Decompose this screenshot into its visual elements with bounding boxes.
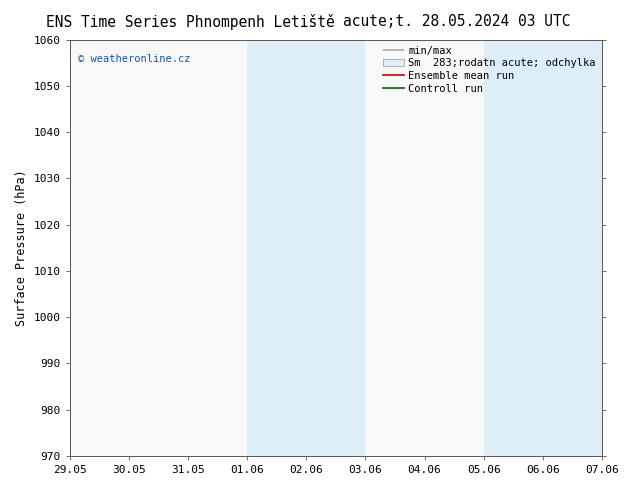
Legend: min/max, Sm  283;rodatn acute; odchylka, Ensemble mean run, Controll run: min/max, Sm 283;rodatn acute; odchylka, … bbox=[379, 42, 600, 98]
Y-axis label: Surface Pressure (hPa): Surface Pressure (hPa) bbox=[15, 170, 28, 326]
Bar bbox=[247, 40, 365, 456]
Text: © weatheronline.cz: © weatheronline.cz bbox=[77, 54, 190, 64]
Text: acute;t. 28.05.2024 03 UTC: acute;t. 28.05.2024 03 UTC bbox=[343, 14, 570, 29]
Bar bbox=[484, 40, 602, 456]
Text: ENS Time Series Phnompenh Letiště: ENS Time Series Phnompenh Letiště bbox=[46, 14, 335, 30]
